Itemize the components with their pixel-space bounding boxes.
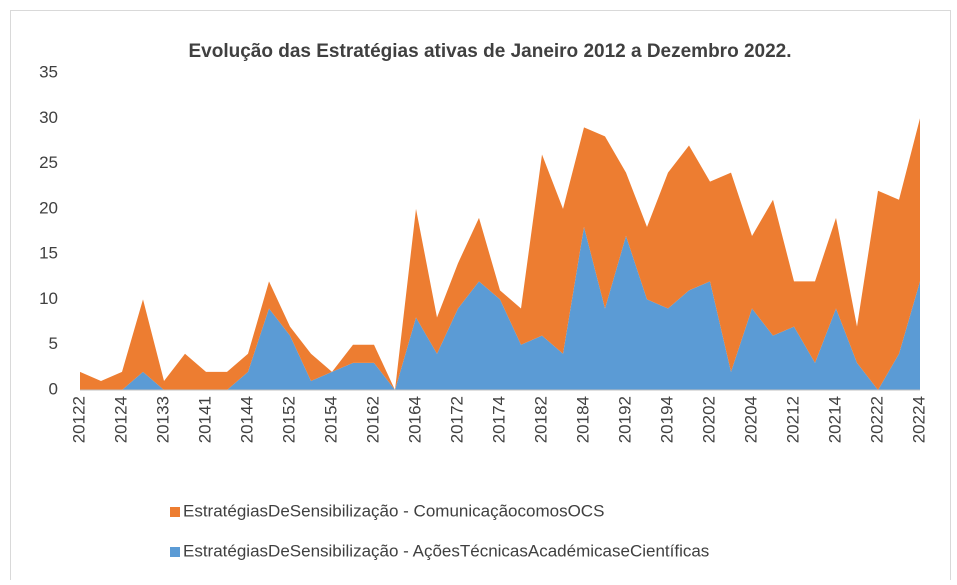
legend-swatch [170, 507, 180, 517]
x-tick-label: 20122 [69, 396, 88, 443]
y-tick-label: 5 [49, 334, 58, 353]
x-tick-label: 20172 [447, 396, 466, 443]
x-tick-label: 20224 [909, 396, 928, 443]
x-tick-label: 20141 [195, 396, 214, 443]
x-tick-label: 20184 [573, 396, 592, 443]
x-tick-label: 20212 [783, 396, 802, 443]
x-tick-label: 20192 [615, 396, 634, 443]
x-tick-label: 20144 [237, 396, 256, 443]
x-tick-label: 20182 [531, 396, 550, 443]
y-tick-label: 15 [39, 244, 58, 263]
x-tick-label: 20222 [867, 396, 886, 443]
x-tick-label: 20194 [657, 396, 676, 443]
legend-label: EstratégiasDeSensibilização - AçõesTécni… [183, 541, 709, 560]
x-tick-label: 20154 [321, 396, 340, 443]
x-tick-label: 20164 [405, 396, 424, 443]
x-tick-label: 20133 [153, 396, 172, 443]
x-tick-label: 20152 [279, 396, 298, 443]
x-tick-label: 20174 [489, 396, 508, 443]
legend-swatch [170, 547, 180, 557]
y-tick-label: 30 [39, 108, 58, 127]
y-tick-label: 0 [49, 379, 58, 398]
legend-label: EstratégiasDeSensibilização - Comunicaçã… [183, 501, 604, 520]
y-tick-label: 20 [39, 198, 58, 217]
y-tick-label: 25 [39, 153, 58, 172]
x-tick-label: 20124 [111, 396, 130, 443]
y-tick-label: 10 [39, 289, 58, 308]
area [80, 226, 920, 390]
area [80, 118, 920, 391]
chart-title: Evolução das Estratégias ativas de Janei… [188, 41, 791, 62]
x-tick-label: 20214 [825, 396, 844, 443]
y-tick-label: 35 [39, 62, 58, 81]
x-tick-label: 20204 [741, 396, 760, 443]
x-tick-label: 20202 [699, 396, 718, 443]
x-tick-label: 20162 [363, 396, 382, 443]
